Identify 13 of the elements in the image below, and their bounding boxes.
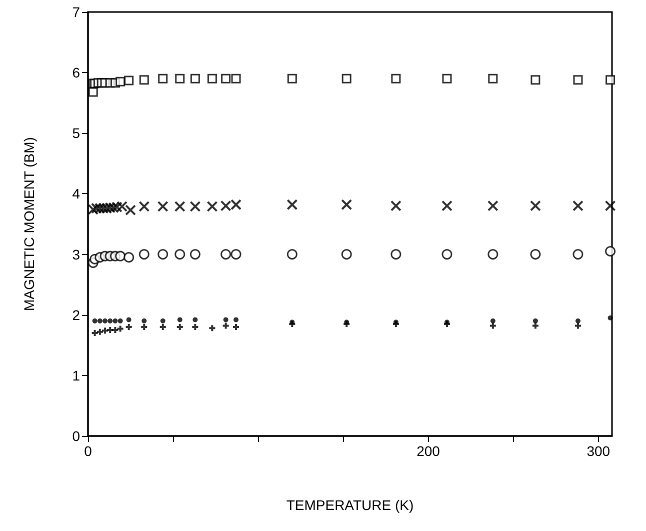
y-tick-label: 2 (72, 306, 80, 323)
y-tick-label: 6 (72, 64, 80, 81)
y-tick-label: 4 (72, 186, 80, 202)
x-axis-title: TEMPERATURE (K) (286, 497, 414, 513)
y-tick-label: 0 (72, 428, 80, 444)
y-axis-title: MAGNETIC MOMENT (BM) (21, 137, 37, 311)
x-tick-label: 300 (586, 443, 610, 459)
y-tick-label: 5 (72, 125, 80, 142)
y-tick-label: 7 (72, 4, 80, 20)
x-tick-label: 200 (416, 443, 440, 459)
x-tick-label: 0 (84, 443, 92, 459)
y-tick-label: 1 (72, 367, 80, 384)
y-tick-label: 3 (72, 246, 80, 262)
